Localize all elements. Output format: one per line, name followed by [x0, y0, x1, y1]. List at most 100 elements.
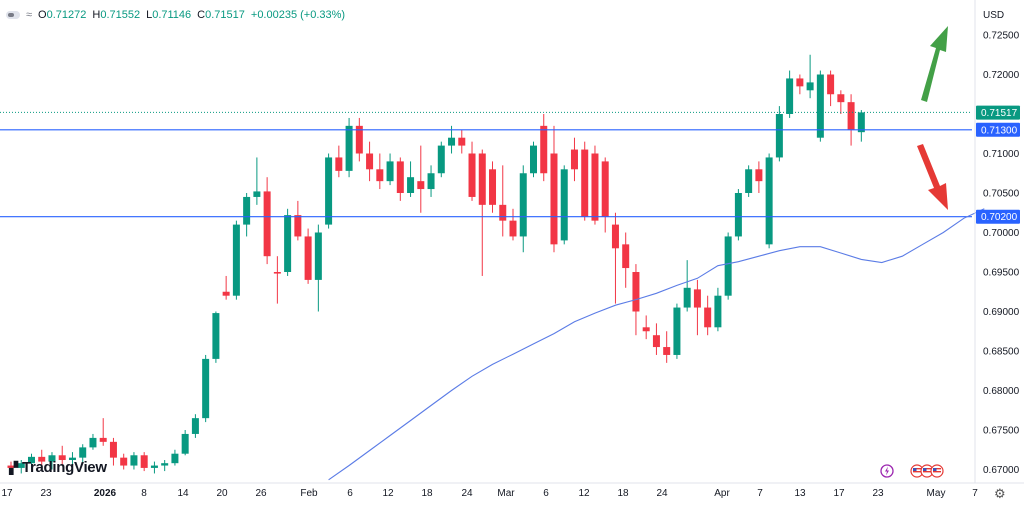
candle-body	[775, 114, 783, 158]
candle-body	[150, 465, 158, 468]
candle	[570, 137, 578, 182]
candle	[827, 70, 835, 107]
candle-body	[724, 236, 732, 296]
candle-body	[468, 153, 476, 197]
candle-body	[17, 463, 25, 468]
legend-toggle-icon[interactable]	[6, 11, 20, 19]
candle-body	[38, 456, 46, 462]
candle	[652, 323, 660, 355]
ohlc-legend: ≈ O0.71272 H0.71552 L0.71146 C0.71517 +0…	[6, 9, 345, 21]
price-tick-label: 0.70000	[983, 228, 1020, 239]
price-tick-label: 0.69000	[983, 307, 1020, 318]
candle-body	[550, 153, 558, 245]
time-tick-label: 2026	[94, 488, 117, 499]
time-tick-label: 13	[794, 488, 806, 499]
candle-body	[27, 456, 35, 464]
time-tick-label: 23	[40, 488, 52, 499]
candle-body	[632, 272, 640, 312]
high-label: H	[92, 9, 101, 21]
candle	[704, 295, 712, 336]
candle	[7, 461, 15, 472]
candle	[478, 149, 486, 276]
candle	[560, 165, 568, 245]
candle-body	[314, 232, 322, 280]
arrow-up-icon	[921, 26, 948, 102]
candle-body	[140, 455, 148, 468]
time-tick-label: 12	[578, 488, 590, 499]
candle	[89, 433, 97, 450]
moving-average-line	[328, 208, 985, 481]
candle	[724, 232, 732, 300]
overlay-layer	[0, 26, 985, 481]
currency-label[interactable]: USD	[983, 10, 1005, 21]
us-flag-events-icon[interactable]	[910, 464, 946, 480]
last-price-tag-bg	[976, 105, 1020, 120]
candle-body	[130, 455, 138, 466]
lightning-event-icon[interactable]	[880, 464, 894, 480]
candle	[540, 114, 548, 182]
candle-body	[58, 455, 66, 461]
candle-body	[284, 215, 292, 272]
candle-body	[304, 236, 312, 280]
candle-body	[191, 418, 199, 434]
candle-body	[448, 137, 456, 146]
candle	[171, 449, 179, 466]
candle-body	[68, 457, 76, 461]
candle	[458, 129, 466, 154]
candles-layer	[7, 54, 865, 474]
candle	[140, 452, 148, 472]
candle-body	[786, 78, 794, 114]
candle	[325, 153, 333, 229]
price-axis[interactable]: 0.725000.720000.715000.710000.705000.700…	[974, 0, 1020, 483]
candle	[99, 418, 107, 446]
upper-level-tag-text: 0.71300	[981, 125, 1018, 136]
time-axis[interactable]: 17 23 2026 8 14 20 26 Feb 6 12 18 24 Mar 6 12 18 24 Apr 7 1…	[0, 482, 1024, 499]
candle-body	[611, 224, 619, 249]
candle-body	[253, 191, 261, 197]
candle-body	[663, 347, 671, 355]
candle-body	[642, 327, 650, 332]
time-tick-label: 17	[833, 488, 845, 499]
close-value: 0.71517	[205, 9, 245, 21]
candle	[734, 189, 742, 241]
tradingview-logo: ▞ TradingView	[9, 459, 107, 476]
time-tick-label: 24	[461, 488, 473, 499]
candle-body	[48, 455, 56, 462]
candle-body	[806, 82, 814, 91]
time-tick-label: 6	[543, 488, 549, 499]
candle	[683, 260, 691, 312]
price-tick-label: 0.67500	[983, 426, 1020, 437]
time-tick-label: 18	[617, 488, 629, 499]
candle-body	[79, 447, 87, 458]
gear-icon[interactable]: ⚙	[994, 486, 1006, 501]
candle	[714, 287, 722, 332]
candle	[150, 461, 158, 474]
open-label: O	[38, 9, 47, 21]
time-tick-label: 26	[255, 488, 267, 499]
candle-body	[765, 157, 773, 245]
candle-body	[99, 437, 107, 442]
time-tick-label: Apr	[714, 488, 730, 499]
candle-body	[601, 161, 609, 217]
logo-text: TradingView	[21, 459, 107, 476]
candle	[857, 110, 865, 142]
last-price-tag: 0.71517	[976, 105, 1020, 120]
candle	[611, 212, 619, 304]
candle-body	[683, 287, 691, 308]
candle	[427, 165, 435, 197]
candle	[806, 54, 814, 99]
candle-body	[376, 169, 384, 182]
candle-body	[427, 173, 435, 190]
close-label: C	[197, 9, 206, 21]
candle	[191, 414, 199, 438]
legend-menu-icon[interactable]: ≈	[26, 9, 33, 21]
time-tick-label: 23	[872, 488, 884, 499]
candle-body	[489, 169, 497, 205]
candle-body	[478, 153, 486, 205]
candle-body	[232, 224, 240, 296]
time-tick-label: 14	[177, 488, 189, 499]
lower-level-tag: 0.70200	[976, 209, 1020, 224]
candle-body	[847, 102, 855, 130]
